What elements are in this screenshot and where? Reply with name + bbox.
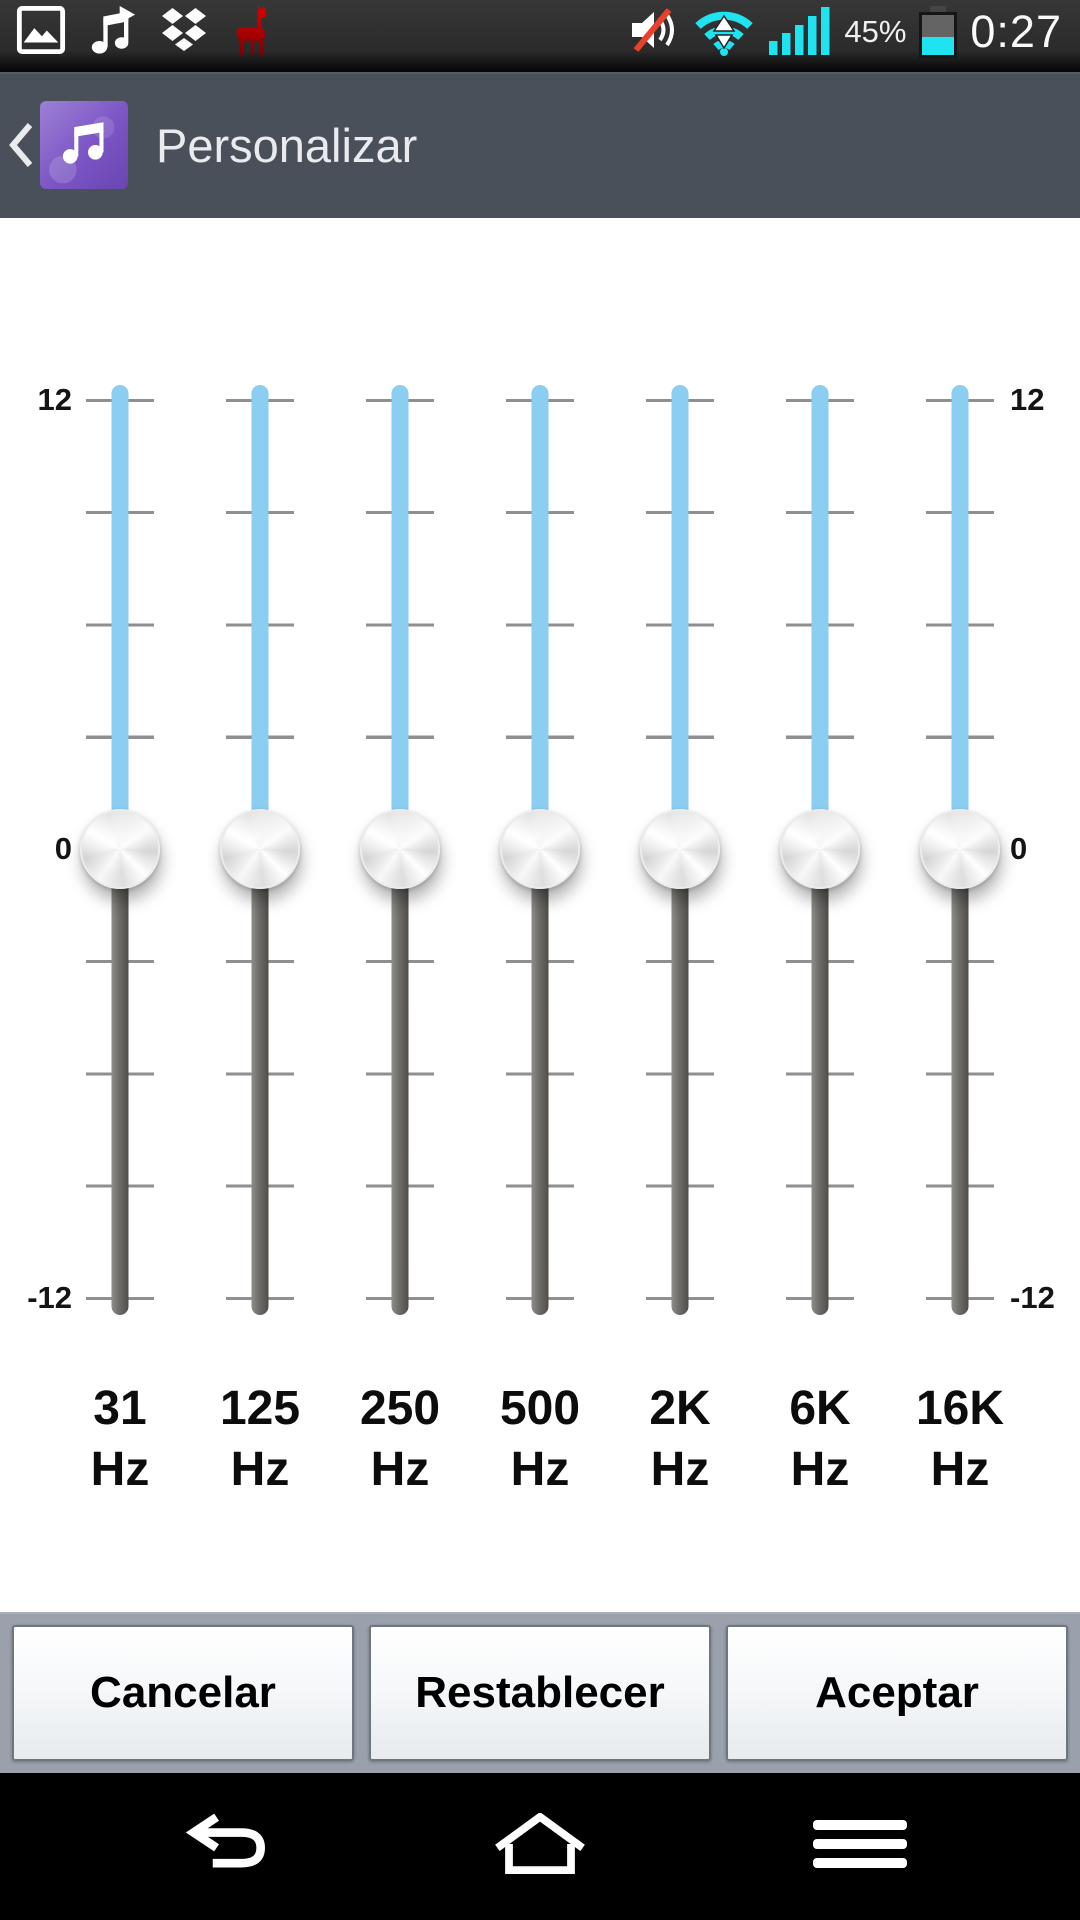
slider-track-inactive[interactable] xyxy=(951,849,969,1315)
nav-home-button[interactable] xyxy=(470,1773,610,1920)
band-frequency-label: 125 Hz xyxy=(219,1382,301,1496)
eq-band-500hz: 500 Hz xyxy=(470,218,610,1612)
slider-track-active[interactable] xyxy=(671,385,689,857)
scale-label-min-left: -12 xyxy=(27,1280,72,1315)
band-frequency-label: 250 Hz xyxy=(359,1382,441,1496)
slider-thumb[interactable] xyxy=(780,809,860,889)
menu-icon xyxy=(813,1818,907,1875)
band-sliders: 31 Hz 125 Hz 250 Hz xyxy=(50,218,1030,1612)
slider-thumb[interactable] xyxy=(360,809,440,889)
scale-label-max-right: 12 xyxy=(1010,382,1045,417)
accept-button[interactable]: Aceptar xyxy=(726,1625,1068,1761)
scale-label-zero-left: 0 xyxy=(54,831,72,866)
battery-percent: 45% xyxy=(844,14,907,49)
back-icon xyxy=(184,1813,276,1880)
status-bar: 45% 0:27 xyxy=(0,0,1080,72)
llama-icon xyxy=(231,4,271,61)
title-bar: Personalizar xyxy=(0,72,1080,218)
back-chevron-icon[interactable] xyxy=(4,116,38,174)
eq-band-6khz: 6K Hz xyxy=(750,218,890,1612)
slider-thumb[interactable] xyxy=(500,809,580,889)
slider-thumb[interactable] xyxy=(80,809,160,889)
slider-track-active[interactable] xyxy=(391,385,409,857)
band-frequency-label: 16K Hz xyxy=(915,1382,1005,1496)
cancel-button[interactable]: Cancelar xyxy=(12,1625,354,1761)
slider-track-inactive[interactable] xyxy=(811,849,829,1315)
volume-muted-icon xyxy=(627,6,679,59)
battery-icon xyxy=(919,6,958,58)
slider-thumb[interactable] xyxy=(920,809,1000,889)
band-frequency-label: 500 Hz xyxy=(499,1382,581,1496)
eq-band-2khz: 2K Hz xyxy=(610,218,750,1612)
slider-track-inactive[interactable] xyxy=(391,849,409,1315)
action-button-bar: Cancelar Restablecer Aceptar xyxy=(0,1612,1080,1773)
notification-icons xyxy=(16,4,271,61)
system-status-icons: 45% 0:27 xyxy=(627,4,1062,61)
home-icon xyxy=(488,1812,592,1880)
page-title: Personalizar xyxy=(156,118,418,172)
wifi-data-icon xyxy=(692,4,756,61)
scale-label-max-left: 12 xyxy=(37,382,72,417)
signal-strength-icon xyxy=(769,5,831,60)
slider-track-inactive[interactable] xyxy=(671,849,689,1315)
scale-label-zero-right: 0 xyxy=(1010,831,1028,866)
dropbox-icon xyxy=(158,7,210,58)
music-player-icon xyxy=(87,5,137,60)
eq-band-125hz: 125 Hz xyxy=(190,218,330,1612)
slider-track-inactive[interactable] xyxy=(531,849,549,1315)
slider-track-active[interactable] xyxy=(111,385,129,857)
band-frequency-label: 6K Hz xyxy=(789,1382,851,1496)
slider-thumb[interactable] xyxy=(640,809,720,889)
band-frequency-label: 2K Hz xyxy=(649,1382,711,1496)
equalizer-panel: 12 0 -12 12 0 -12 31 Hz 125 Hz xyxy=(0,218,1080,1612)
slider-track-active[interactable] xyxy=(811,385,829,857)
eq-band-16khz: 16K Hz xyxy=(890,218,1030,1612)
slider-track-inactive[interactable] xyxy=(251,849,269,1315)
nav-back-button[interactable] xyxy=(160,1773,300,1920)
reset-button[interactable]: Restablecer xyxy=(369,1625,711,1761)
android-nav-bar xyxy=(0,1773,1080,1920)
slider-track-active[interactable] xyxy=(951,385,969,857)
slider-track-active[interactable] xyxy=(531,385,549,857)
gallery-icon xyxy=(16,5,66,60)
clock: 0:27 xyxy=(970,6,1062,57)
music-note-icon xyxy=(40,101,128,189)
nav-menu-button[interactable] xyxy=(790,1773,930,1920)
slider-track-active[interactable] xyxy=(251,385,269,857)
eq-band-31hz: 31 Hz xyxy=(50,218,190,1612)
slider-thumb[interactable] xyxy=(220,809,300,889)
eq-band-250hz: 250 Hz xyxy=(330,218,470,1612)
slider-track-inactive[interactable] xyxy=(111,849,129,1315)
band-frequency-label: 31 Hz xyxy=(90,1382,150,1496)
scale-label-min-right: -12 xyxy=(1010,1280,1055,1315)
